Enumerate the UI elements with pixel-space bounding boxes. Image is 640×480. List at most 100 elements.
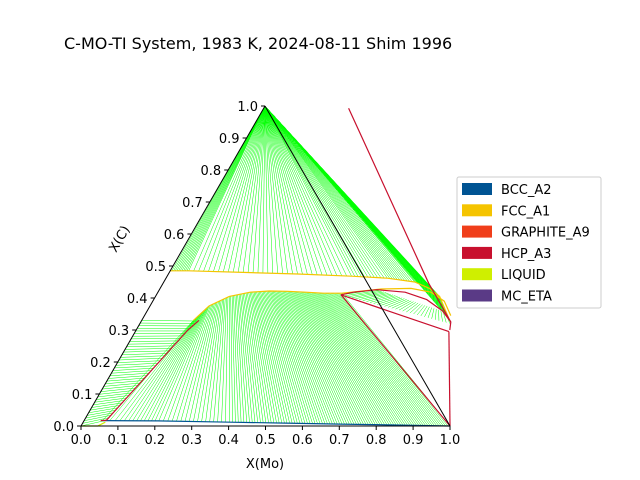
tie-line-graphite	[232, 105, 266, 273]
tie-line-fcc-bcc	[240, 294, 253, 423]
tie-line-fcc-bcc	[197, 301, 219, 422]
tie-line-graphite	[264, 105, 269, 274]
tie-line-graphite	[183, 105, 266, 271]
tie-line-fcc-bcc	[154, 308, 207, 421]
tie-line-graphite	[203, 105, 266, 272]
tie-line-fcc-bcc	[147, 310, 205, 421]
legend-label: LIQUID	[501, 268, 546, 283]
tie-line-graphite	[181, 105, 266, 271]
tie-line-left	[126, 345, 175, 348]
tie-line-graphite	[264, 105, 410, 282]
legend-frame	[456, 176, 602, 309]
tie-line-graphite	[264, 105, 396, 280]
tie-line-graphite	[264, 105, 343, 276]
x-tick-label: 0.9	[403, 433, 424, 448]
tie-line-graphite	[264, 105, 388, 279]
tie-line-fcc-bcc	[292, 291, 357, 425]
x-tick-label: 0.3	[181, 433, 202, 448]
tie-line-fcc-bcc	[299, 291, 371, 425]
tie-line-left	[123, 350, 170, 353]
phase-boundary-hcp-a3	[448, 331, 451, 427]
tie-line-fcc-bcc	[289, 291, 352, 425]
phase-boundary-bcc-a2	[102, 420, 451, 427]
tie-line-fcc-bcc	[331, 293, 433, 426]
tie-line-graphite	[264, 105, 450, 319]
tie-line-fcc-bcc	[231, 295, 236, 423]
tie-line-left	[87, 410, 116, 416]
tie-line-left	[105, 380, 143, 385]
y-tick-label: 0.5	[145, 260, 166, 275]
tie-line-fcc-bcc	[188, 302, 217, 422]
tie-line-graphite	[208, 105, 266, 272]
tie-line-hcp	[359, 293, 389, 300]
tie-line-hcp	[402, 302, 416, 312]
tie-line-graphite	[185, 105, 266, 271]
tie-line-fcc-bcc	[163, 306, 209, 422]
tie-line-graphite	[264, 105, 403, 281]
tie-line-fcc-bcc	[281, 291, 336, 425]
tie-line-fcc-bcc	[328, 293, 426, 426]
tie-line-graphite	[198, 105, 266, 272]
tie-line-fcc-bcc	[213, 298, 225, 422]
tie-line-fcc-bcc	[251, 292, 275, 423]
tie-line-fcc-bcc	[201, 300, 221, 422]
x-tick-label: 0.8	[366, 433, 387, 448]
phase-boundary-fcc-a1	[170, 270, 450, 320]
tie-line-graphite	[264, 105, 375, 278]
tie-line-fcc-bcc	[318, 292, 408, 426]
tie-line-fcc-bcc	[180, 304, 214, 422]
tie-line-graphite	[252, 105, 266, 273]
tie-line-left	[128, 343, 177, 345]
tie-line-fcc-bcc	[238, 294, 250, 423]
phase-boundaries	[81, 107, 452, 427]
tie-line-fcc-bcc	[241, 293, 256, 423]
legend-swatch	[462, 225, 492, 238]
tie-line-fcc-bcc	[306, 292, 385, 425]
tie-line-fcc-bcc	[283, 291, 340, 425]
x-tick-label: 0.6	[292, 433, 313, 448]
tie-line-fcc-bcc	[311, 292, 395, 426]
tie-line-fcc-bcc	[324, 293, 420, 426]
tie-line-fcc-bcc	[167, 305, 210, 422]
tie-line-fcc-bcc	[248, 292, 269, 423]
tie-line-fcc-bcc	[280, 291, 333, 425]
tie-line-hcp	[420, 305, 428, 317]
tie-line-hcp	[413, 304, 423, 315]
tie-line-fcc-bcc	[257, 291, 288, 424]
tie-line-fcc-bcc	[262, 291, 298, 424]
tie-line-graphite	[264, 105, 401, 281]
tie-line-fcc-bcc	[244, 293, 261, 423]
legend-swatch	[462, 183, 492, 195]
tie-line-graphite	[264, 105, 413, 282]
tie-line-graphite	[264, 105, 328, 276]
tie-line-fcc-bcc	[313, 292, 399, 426]
tie-line-fcc-bcc	[205, 300, 222, 422]
tie-line-graphite	[264, 105, 398, 280]
x-tick-label: 1.0	[440, 433, 461, 448]
tie-lines	[80, 105, 451, 427]
tie-line-graphite	[247, 105, 266, 273]
tie-line-fcc-bcc	[298, 291, 369, 425]
tie-line-fcc-bcc	[132, 314, 200, 421]
tie-line-fcc-bcc	[320, 292, 413, 426]
tie-line-graphite	[264, 105, 313, 275]
tie-line-fcc-bcc	[296, 291, 367, 425]
tie-line-fcc-bcc	[176, 304, 212, 422]
tie-line-graphite	[242, 105, 266, 273]
legend-label: FCC_A1	[501, 204, 550, 219]
tie-line-fcc-bcc	[237, 294, 247, 423]
legend-label: HCP_A3	[501, 247, 551, 262]
y-tick-label: 1.0	[237, 100, 258, 115]
tie-line-graphite	[264, 105, 393, 280]
tie-line-graphite	[186, 105, 266, 271]
tie-line-left	[112, 367, 154, 371]
tie-line-fcc-bcc	[171, 305, 211, 422]
tie-line-fcc-bcc	[334, 293, 437, 426]
y-axis-label: X(C)	[106, 223, 133, 255]
tie-line-fcc-bcc	[252, 292, 277, 424]
tie-line-left	[121, 353, 168, 355]
tie-line-fcc-bcc	[233, 295, 239, 423]
tie-line-hcp	[366, 294, 394, 302]
tie-line-left	[102, 385, 139, 390]
tie-line-graphite	[264, 105, 333, 276]
